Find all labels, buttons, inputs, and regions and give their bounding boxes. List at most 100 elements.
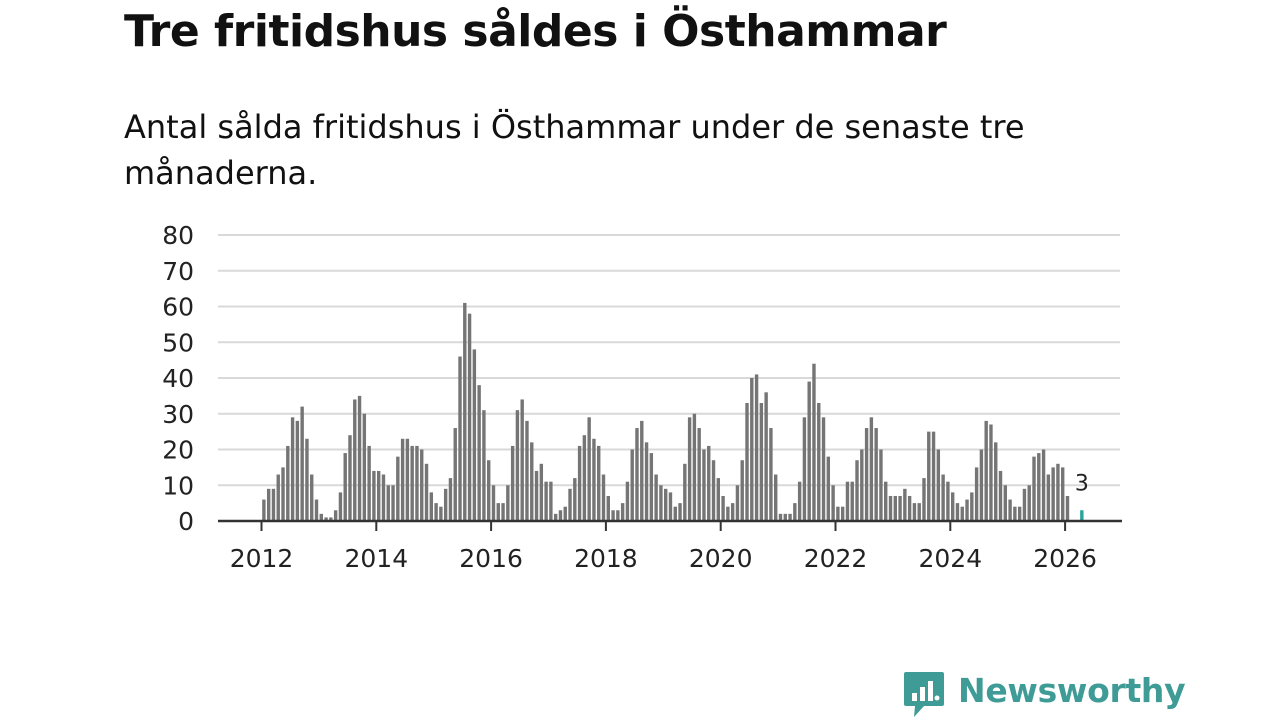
bar <box>333 510 338 521</box>
bar <box>424 463 429 521</box>
bar <box>415 445 419 521</box>
bar <box>324 517 328 521</box>
bar <box>1032 456 1036 521</box>
bar <box>769 428 773 521</box>
bar <box>903 488 907 521</box>
bar <box>343 453 347 521</box>
y-axis-labels: 0 10 20 30 40 50 60 70 80 <box>162 221 194 536</box>
bar <box>577 445 582 521</box>
bar <box>635 428 639 521</box>
bar <box>525 420 529 521</box>
bar <box>534 470 539 521</box>
bar-highlight <box>1080 510 1084 521</box>
bar <box>960 506 964 521</box>
bar <box>683 463 687 521</box>
bar <box>797 481 802 521</box>
bar <box>864 428 869 521</box>
bar <box>1056 463 1060 521</box>
bar <box>348 435 352 521</box>
x-axis-labels: 2012 2014 2016 2018 2020 2022 2024 2026 <box>230 544 1097 573</box>
bar <box>262 499 266 521</box>
bar <box>936 449 941 521</box>
bar <box>611 510 615 521</box>
bar <box>1008 499 1012 521</box>
bar <box>826 456 831 521</box>
bar <box>501 503 505 522</box>
bar <box>487 460 491 521</box>
chart-title: Tre fritidshus såldes i Östhammar <box>124 6 947 57</box>
bar <box>855 460 859 521</box>
bar <box>310 474 314 521</box>
bar <box>802 417 807 521</box>
bar <box>730 503 735 522</box>
bar <box>463 302 467 521</box>
bar <box>1046 474 1051 521</box>
x-tick-label: 2026 <box>1033 544 1097 573</box>
bar <box>376 470 381 521</box>
bar <box>759 403 764 521</box>
bar <box>898 495 902 521</box>
x-tick-label: 2012 <box>230 544 294 573</box>
bar <box>314 499 319 521</box>
bar <box>649 453 654 521</box>
bar <box>491 485 496 521</box>
bar <box>496 503 500 522</box>
bar <box>405 438 410 521</box>
y-tick-label: 40 <box>162 364 194 393</box>
bar <box>817 403 821 521</box>
bar <box>750 378 754 521</box>
bar <box>515 410 520 521</box>
bar <box>620 503 625 522</box>
bar <box>702 449 706 521</box>
bar <box>783 513 787 521</box>
bar <box>764 392 768 521</box>
bar <box>941 474 945 521</box>
bar <box>582 435 587 521</box>
bar <box>434 503 438 522</box>
bar <box>295 420 300 521</box>
bar <box>587 417 591 521</box>
bar <box>319 513 323 521</box>
x-tick-label: 2024 <box>918 544 982 573</box>
bar <box>955 503 960 522</box>
bar <box>726 506 730 521</box>
bar <box>597 445 601 521</box>
bar <box>1061 467 1065 522</box>
bar <box>912 503 917 522</box>
bar <box>290 417 295 521</box>
bar <box>271 488 276 521</box>
y-tick-label: 0 <box>178 507 194 536</box>
bar <box>654 474 658 521</box>
bar <box>659 485 663 521</box>
bar <box>553 513 558 521</box>
bar <box>482 410 486 521</box>
bar <box>692 413 697 521</box>
bar <box>884 481 888 521</box>
bar <box>286 445 290 521</box>
bar <box>1027 485 1031 521</box>
bar <box>338 492 343 521</box>
bar <box>640 420 644 521</box>
bar <box>606 495 610 521</box>
bar <box>381 474 386 521</box>
bar <box>276 474 280 521</box>
bar <box>716 478 721 521</box>
bar <box>563 506 567 521</box>
bar <box>711 460 716 521</box>
y-tick-label: 60 <box>162 293 194 322</box>
bar <box>372 470 376 521</box>
bar <box>678 503 682 522</box>
bar <box>687 417 692 521</box>
bar <box>1013 506 1017 521</box>
bar <box>807 381 811 521</box>
chart-subtitle: Antal sålda fritidshus i Östhammar under… <box>124 108 1025 192</box>
bar <box>836 506 840 521</box>
y-tick-label: 50 <box>162 328 194 357</box>
bar <box>874 428 878 521</box>
bar <box>663 488 668 521</box>
bar <box>544 481 548 521</box>
bar <box>443 488 448 521</box>
bar <box>429 492 434 521</box>
bar <box>472 349 477 521</box>
